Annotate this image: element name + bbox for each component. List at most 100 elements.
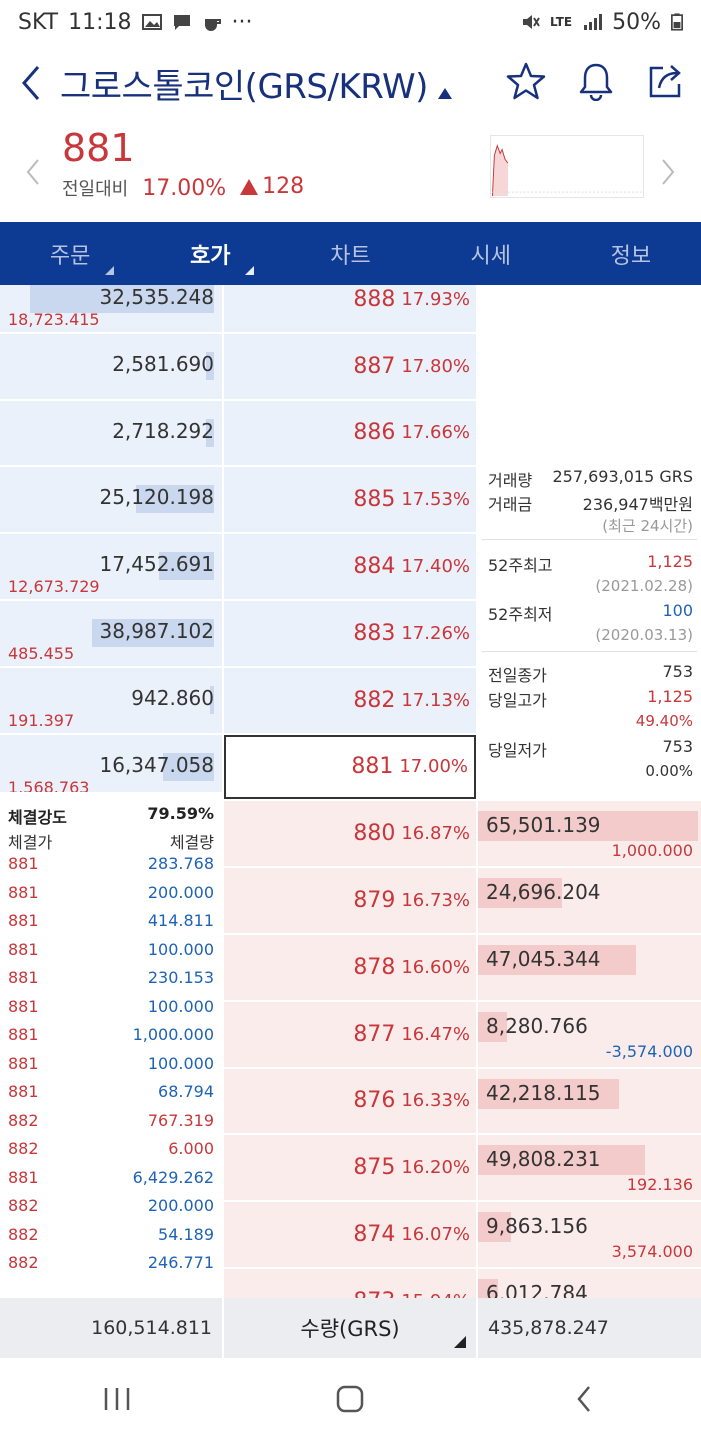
bid-row[interactable]: 6,012.784 [478,1269,701,1298]
favorite-button[interactable] [505,60,547,102]
unit-selector[interactable]: 수량(GRS) [222,1298,478,1358]
ask-row[interactable]: 32,535.248 18,723.415 [0,285,222,332]
page-title[interactable]: 그로스톨코인(GRS/KRW) [60,66,428,107]
row-price: 882 [353,687,396,713]
ask-price-row[interactable]: 882 17.13% [224,667,476,733]
ask-price-row[interactable]: 886 17.66% [224,400,476,466]
bid-volume: 6,012.784 [486,1281,588,1298]
tab-market[interactable]: 시세 [421,222,561,285]
bid-price-row[interactable]: 880 16.87% [224,801,476,867]
low52-label: 52주최저 [488,605,553,624]
bid-change: -3,574.000 [605,1041,693,1061]
tab-chart[interactable]: 차트 [280,222,420,285]
bid-row[interactable]: 9,863.156 3,574.000 [478,1202,701,1267]
tab-market-label: 시세 [470,243,511,269]
next-coin-chevron-icon[interactable] [657,152,681,192]
bid-price-row[interactable]: 879 16.73% [224,868,476,933]
system-back-button[interactable] [544,1369,624,1429]
change-amount: 128 [240,174,304,199]
recents-button[interactable] [77,1369,157,1429]
ask-row[interactable]: 25,120.198 [0,467,222,533]
bid-volume-bar [478,878,562,909]
ask-row[interactable]: 2,718.292 [0,400,222,466]
alarm-button[interactable] [575,60,617,102]
bid-volume: 47,045.344 [486,947,601,971]
ask-price-row[interactable]: 885 17.53% [224,467,476,533]
ask-row[interactable]: 38,987.102 485.455 [0,601,222,666]
row-price: 876 [353,1088,396,1114]
ask-price-row[interactable]: 884 17.40% [224,534,476,599]
battery-icon [671,13,683,31]
bid-price-row[interactable]: 876 16.33% [224,1068,476,1134]
bid-price-row[interactable]: 877 16.47% [224,1001,476,1067]
carrier: SKT [18,9,59,35]
tab-order[interactable]: 주문 [0,222,140,285]
trade-price: 881 [8,1167,39,1187]
bid-row[interactable]: 65,501.139 1,000.000 [478,801,701,867]
message-icon [173,15,190,30]
orderbook-totals: 160,514.811 수량(GRS) 435,878.247 [0,1298,701,1358]
bid-price-row[interactable]: 874 16.07% [224,1202,476,1267]
tab-info[interactable]: 정보 [561,222,701,285]
bid-volume: 24,696.204 [486,880,601,905]
trade-price: 882 [8,1253,39,1272]
prev-coin-chevron-icon[interactable] [20,152,44,192]
trade-volume: 100.000 [147,996,214,1016]
bid-row[interactable]: 8,280.766 -3,574.000 [478,1001,701,1067]
bid-volume: 8,280.766 [486,1013,588,1038]
ask-row[interactable]: 17,452.691 12,673.729 [0,534,222,599]
ask-row[interactable]: 2,581.690 [0,333,222,399]
row-percent: 17.80% [401,355,470,377]
network-type: LTE [550,15,573,29]
low52-value: 100 [662,601,693,620]
change-amount-value: 128 [262,174,305,199]
trade-row: 881 230.153 [8,968,214,987]
tab-orderbook-label: 호가 [190,243,231,269]
bid-price-row[interactable]: 878 16.60% [224,935,476,1000]
ask-price-row[interactable]: 888 17.93% [224,285,476,332]
ask-total: 160,514.811 [91,1317,212,1339]
share-button[interactable] [645,60,687,102]
row-price: 886 [353,420,396,446]
trade-volume: 6,429.262 [132,1167,214,1187]
back-button[interactable] [0,44,60,122]
low52-date: (2020.03.13) [595,626,693,644]
bid-row[interactable]: 47,045.344 [478,935,701,1000]
bid-row[interactable]: 49,808.231 192.136 [478,1135,701,1201]
tab-info-label: 정보 [610,243,652,269]
home-button[interactable] [310,1369,390,1429]
ask-price-row[interactable]: 887 17.80% [224,333,476,399]
title-dropdown-icon[interactable] [437,87,452,99]
system-nav-bar [0,1358,701,1440]
bid-total: 435,878.247 [488,1317,609,1339]
ask-row[interactable]: 16,347.058 1,568.763 [0,734,222,800]
day-low-value: 753 [662,737,693,756]
bid-price-row[interactable]: 873 15.94% [224,1269,476,1298]
trade-price: 881 [8,939,39,959]
change-label: 전일대비 [62,178,129,200]
tab-bar: 주문 호가 차트 시세 정보 [0,222,701,285]
bid-change: 192.136 [626,1175,693,1195]
bid-volume-bar [478,945,637,975]
signal-icon [584,14,603,30]
trade-price: 881 [8,882,39,902]
trade-price: 881 [8,1082,39,1101]
ask-volume-bar [158,552,214,581]
ask-row[interactable]: 942.860 191.397 [0,667,222,733]
current-price-row[interactable]: 881 17.00% [224,734,476,800]
bid-row[interactable]: 42,218.115 [478,1068,701,1134]
trade-price: 881 [8,911,39,930]
day-low-label: 당일저가 [488,741,547,760]
ask-volume-bar [91,619,214,647]
bid-volume-bar [478,811,698,842]
tab-orderbook[interactable]: 호가 [140,222,280,285]
ask-volume-bar [205,351,214,380]
bid-volume-column: 거래량 257,693,015 GRS 거래금 236,947백만원 (최근 24시… [478,285,701,1298]
trade-volume: 6.000 [168,1139,214,1158]
bid-row[interactable]: 24,696.204 [478,868,701,933]
bid-volume-bar [478,1145,646,1176]
strength-value: 79.59% [147,804,214,823]
ask-price-row[interactable]: 883 17.26% [224,601,476,666]
bid-price-row[interactable]: 875 16.20% [224,1135,476,1201]
mini-price-chart[interactable] [490,135,644,198]
